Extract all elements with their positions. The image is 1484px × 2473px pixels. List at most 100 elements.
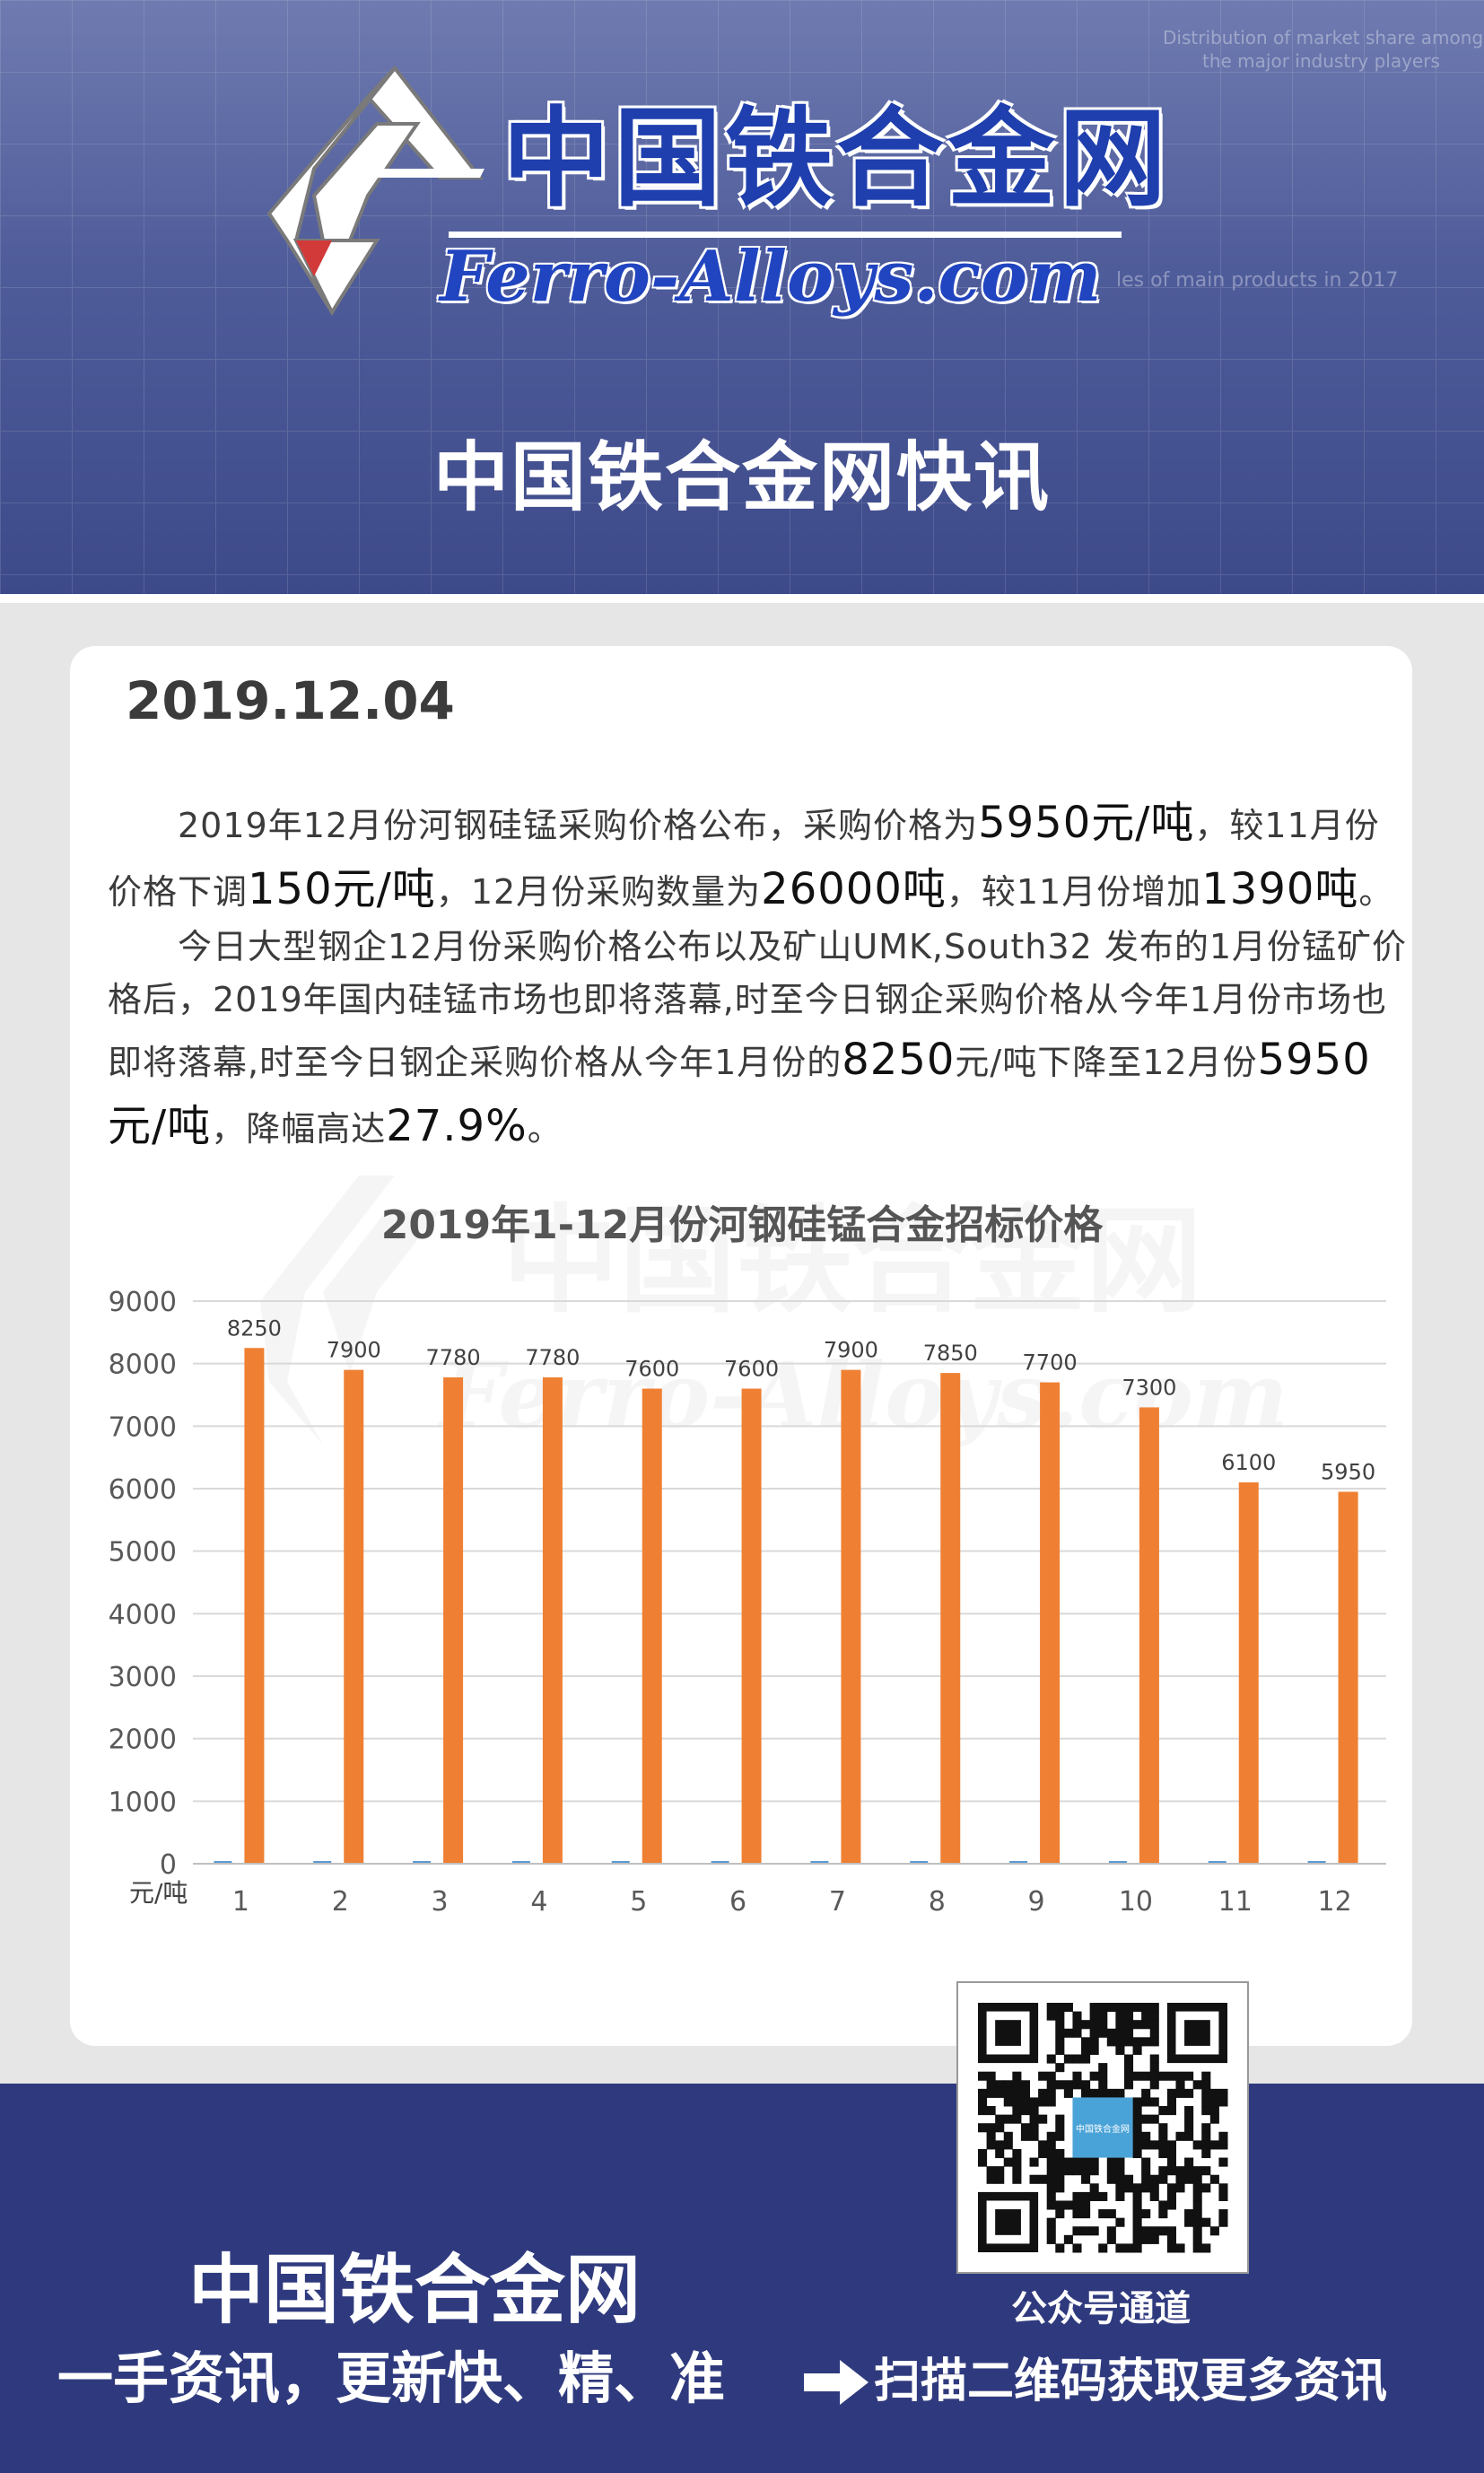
qr-module: [1038, 2097, 1048, 2107]
qr-module: [1046, 2140, 1056, 2150]
qr-module: [1072, 2243, 1082, 2253]
qr-module: [1175, 2071, 1185, 2081]
qr-module: [1003, 2131, 1013, 2141]
qr-module: [1158, 2140, 1168, 2150]
qr-module: [1106, 2166, 1116, 2176]
qr-module: [1081, 2088, 1091, 2098]
qr-module: [1106, 2174, 1116, 2184]
qr-module: [1046, 2226, 1056, 2236]
qr-module: [1063, 2157, 1073, 2167]
qr-module: [1046, 2200, 1056, 2210]
qr-module: [1089, 2011, 1099, 2021]
qr-module: [1029, 2106, 1039, 2116]
qr-module: [1141, 2088, 1151, 2098]
qr-module: [1149, 2020, 1159, 2030]
qr-module: [1209, 2114, 1219, 2124]
bar: [1040, 1382, 1061, 1864]
qr-module: [1089, 2003, 1099, 2013]
logo-chinese-text: 中国铁合金网: [502, 97, 1170, 222]
qr-module: [1132, 2071, 1142, 2081]
qr-module: [1201, 2088, 1211, 2098]
bar: [1139, 1407, 1159, 1864]
qr-module: [1141, 2037, 1151, 2047]
qr-module: [1184, 2157, 1194, 2167]
qr-module: [1089, 2071, 1099, 2081]
y-tick-label: 9000: [109, 1287, 177, 1318]
qr-module: [986, 2088, 996, 2098]
qr-module: [1106, 2226, 1116, 2236]
qr-module: [1158, 2166, 1168, 2176]
qr-module: [1149, 2191, 1159, 2201]
qr-module: [1158, 2200, 1168, 2210]
qr-module: [1132, 2148, 1142, 2159]
qr-module: [1149, 2037, 1159, 2047]
qr-module: [1089, 2166, 1099, 2176]
qr-module: [1055, 2045, 1065, 2056]
qr-module: [1132, 2045, 1142, 2056]
x-tick-label: 1: [232, 1886, 249, 1918]
qr-module: [1132, 2200, 1142, 2210]
qr-module: [1201, 2166, 1211, 2176]
qr-module: [1046, 2003, 1056, 2013]
qr-module: [1166, 2226, 1176, 2236]
qr-module: [1003, 2157, 1013, 2167]
article-card: [70, 646, 1412, 2046]
qr-center-logo: [1072, 2097, 1133, 2158]
qr-module: [1166, 2071, 1176, 2081]
qr-module: [1149, 2054, 1159, 2064]
qr-module: [1132, 2097, 1142, 2107]
qr-module: [1038, 2148, 1048, 2159]
qr-module: [1081, 2226, 1091, 2236]
qr-module: [1012, 2114, 1022, 2124]
qr-module: [978, 2097, 988, 2107]
x-tick-label: 12: [1317, 1886, 1351, 1918]
qr-module: [1063, 2054, 1073, 2064]
qr-module: [1218, 2140, 1228, 2150]
qr-module: [1055, 2200, 1065, 2210]
qr-module: [1020, 2097, 1031, 2107]
qr-code[interactable]: 中国铁合金网: [956, 1981, 1249, 2274]
qr-module: [1115, 2037, 1125, 2047]
qr-module: [1141, 2157, 1151, 2167]
qr-module: [1166, 2191, 1176, 2201]
qr-module: [1149, 2003, 1159, 2013]
qr-module: [1029, 2174, 1039, 2184]
data-label: 7900: [824, 1338, 878, 1363]
qr-module: [1184, 2174, 1194, 2184]
y-tick-label: 3000: [109, 1662, 177, 1693]
bar-secondary: [810, 1861, 829, 1864]
paragraph-1: 2019年12月份河钢硅锰采购价格公布，采购价格为5950元/吨，较11月份价格…: [108, 790, 1409, 923]
qr-module: [1175, 2088, 1185, 2098]
header-grid-pattern: [0, 0, 1484, 594]
qr-module: [1158, 2148, 1168, 2159]
header-banner: Distribution of market share among the m…: [0, 0, 1484, 594]
qr-module: [1046, 2234, 1056, 2244]
qr-module: [1132, 2140, 1142, 2150]
qr-module: [1141, 2174, 1151, 2184]
qr-module: [1063, 2234, 1073, 2244]
qr-module: [1115, 2011, 1125, 2021]
qr-module: [1158, 2226, 1168, 2236]
logo-mark-icon: [266, 65, 484, 317]
bar: [940, 1373, 961, 1864]
qr-module: [1141, 2003, 1151, 2013]
qr-module: [1063, 2088, 1073, 2098]
qr-module: [1046, 2131, 1056, 2141]
qr-module: [1106, 2028, 1116, 2038]
qr-module: [1158, 2174, 1168, 2184]
qr-module: [1192, 2080, 1202, 2090]
qr-module: [1201, 2080, 1211, 2090]
qr-module: [1046, 2217, 1056, 2227]
qr-module: [978, 2106, 988, 2116]
qr-module: [1106, 2234, 1116, 2244]
qr-module: [1149, 2011, 1159, 2021]
header-separator: [0, 594, 1484, 603]
y-tick-label: 2000: [109, 1725, 177, 1756]
bg-caption-3: les of main products in 2017: [1116, 269, 1399, 292]
bar: [642, 1388, 662, 1864]
qr-module: [1115, 2243, 1125, 2253]
qr-module: [1055, 2011, 1065, 2021]
qr-module: [1063, 2028, 1073, 2038]
qr-module: [1184, 2088, 1194, 2098]
qr-module: [1218, 2097, 1228, 2107]
